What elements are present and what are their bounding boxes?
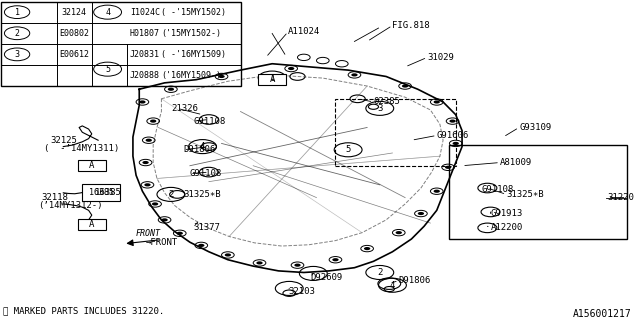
Circle shape: [445, 166, 451, 169]
Text: A11024: A11024: [288, 28, 320, 36]
Text: 3: 3: [377, 104, 383, 113]
Text: 4: 4: [105, 8, 110, 17]
Text: A: A: [269, 75, 275, 84]
Text: 31220: 31220: [607, 193, 634, 202]
Text: 32124: 32124: [61, 8, 86, 17]
Circle shape: [433, 100, 440, 104]
Bar: [78, 160, 106, 172]
Circle shape: [402, 84, 408, 88]
Circle shape: [351, 73, 358, 76]
Text: J20831: J20831: [130, 50, 160, 59]
Text: 4: 4: [390, 281, 395, 290]
Text: ( -'16MY1509): ( -'16MY1509): [161, 50, 227, 59]
Bar: [1, 2, 241, 86]
Text: 32118: 32118: [41, 193, 68, 202]
Text: 5: 5: [105, 65, 110, 74]
Text: 4: 4: [200, 142, 205, 151]
Text: G91913: G91913: [490, 209, 523, 218]
Text: H01807: H01807: [130, 29, 160, 38]
Circle shape: [449, 119, 456, 123]
Text: D91806: D91806: [399, 276, 431, 285]
Text: G91108: G91108: [190, 169, 222, 178]
Circle shape: [396, 231, 402, 234]
Text: 32125: 32125: [51, 136, 77, 145]
Text: 16385: 16385: [89, 188, 114, 197]
Text: 2: 2: [377, 268, 383, 277]
Text: 1: 1: [15, 8, 20, 17]
Circle shape: [143, 161, 148, 164]
Text: D92609: D92609: [310, 273, 342, 282]
Text: E00802: E00802: [59, 29, 89, 38]
Text: 2: 2: [15, 29, 20, 38]
Circle shape: [140, 100, 145, 104]
Text: 16385: 16385: [95, 188, 122, 197]
Text: →FRONT: →FRONT: [145, 238, 178, 247]
Text: 2: 2: [168, 190, 173, 199]
Text: A12200: A12200: [490, 223, 523, 232]
Text: (  -’14MY1311): ( -’14MY1311): [44, 144, 120, 153]
Text: D91806: D91806: [184, 145, 216, 154]
Circle shape: [433, 190, 440, 193]
Text: I1024C: I1024C: [130, 8, 160, 17]
Text: ※ MARKED PARTS INCLUDES 31220.: ※ MARKED PARTS INCLUDES 31220.: [3, 306, 164, 315]
Circle shape: [177, 232, 183, 235]
Text: 31325∗B: 31325∗B: [506, 190, 544, 199]
Text: FIG.818: FIG.818: [392, 21, 430, 30]
Bar: [449, 145, 627, 239]
Circle shape: [332, 258, 339, 261]
Text: (’14MY1312-): (’14MY1312-): [38, 201, 102, 210]
Text: 31029: 31029: [428, 53, 454, 62]
Text: A: A: [89, 161, 95, 170]
Bar: [83, 184, 120, 201]
Circle shape: [225, 253, 231, 257]
Circle shape: [168, 88, 174, 91]
Circle shape: [452, 142, 459, 145]
Text: 32103: 32103: [288, 287, 315, 296]
Circle shape: [145, 139, 152, 142]
Bar: [78, 219, 106, 230]
Text: 31325∗B: 31325∗B: [184, 190, 221, 199]
Text: 3: 3: [15, 50, 20, 59]
Circle shape: [152, 202, 158, 205]
Text: ('16MY1509-): ('16MY1509-): [161, 71, 221, 80]
Text: ('15MY1502-): ('15MY1502-): [161, 29, 221, 38]
Circle shape: [294, 264, 301, 267]
Text: G93109: G93109: [519, 123, 551, 132]
Text: A: A: [89, 220, 95, 229]
Text: E00612: E00612: [59, 50, 89, 59]
Text: 02385: 02385: [374, 98, 401, 107]
Text: 31377: 31377: [193, 223, 220, 232]
Text: A81009: A81009: [500, 158, 532, 167]
Circle shape: [218, 75, 225, 78]
Text: ( -'15MY1502): ( -'15MY1502): [161, 8, 227, 17]
Text: A156001217: A156001217: [573, 309, 632, 319]
Circle shape: [161, 218, 168, 221]
Text: FRONT: FRONT: [136, 229, 161, 238]
Text: J20888: J20888: [130, 71, 160, 80]
Text: G91108: G91108: [481, 185, 513, 194]
Circle shape: [150, 119, 156, 123]
Circle shape: [418, 212, 424, 215]
Text: 1: 1: [269, 74, 275, 83]
Circle shape: [364, 247, 371, 250]
Text: 5: 5: [346, 145, 351, 154]
Bar: [335, 99, 456, 166]
Bar: [259, 74, 286, 85]
Circle shape: [257, 261, 262, 265]
Circle shape: [144, 183, 150, 187]
Circle shape: [288, 67, 294, 70]
Text: 21326: 21326: [171, 104, 198, 113]
Text: G91108: G91108: [193, 116, 225, 126]
Text: G91606: G91606: [436, 131, 469, 140]
Circle shape: [198, 244, 204, 247]
